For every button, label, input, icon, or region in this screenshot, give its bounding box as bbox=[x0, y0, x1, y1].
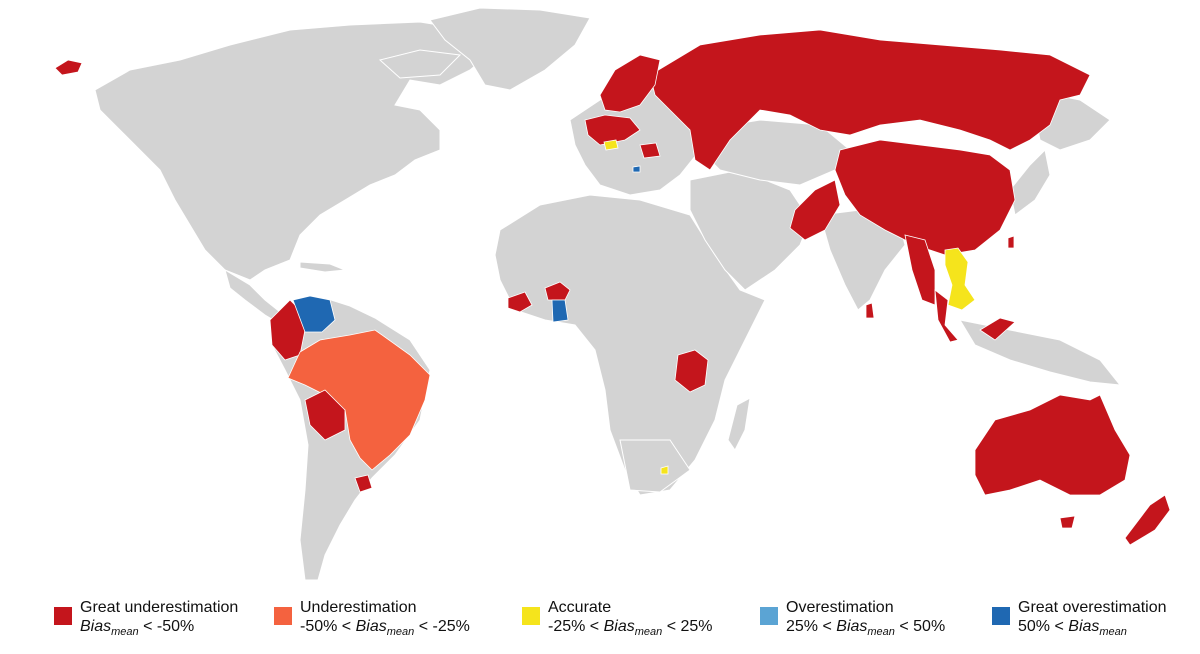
country-new-zealand bbox=[1124, 494, 1171, 546]
legend-item-accurate: Accurate -25% < Biasmean < 25% bbox=[522, 598, 713, 642]
southern-africa-landmass bbox=[619, 439, 691, 493]
legend-condition: Biasmean < -50% bbox=[80, 618, 195, 639]
greenland-landmass bbox=[429, 7, 591, 91]
country-thailand-malaysia bbox=[934, 289, 959, 343]
country-guinea bbox=[507, 291, 533, 313]
country-romania bbox=[639, 142, 661, 159]
legend-item-great-underestimation: Great underestimation Biasmean < -50% bbox=[54, 598, 238, 642]
legend-label: Overestimation bbox=[786, 599, 894, 616]
legend: Great underestimation Biasmean < -50% Un… bbox=[0, 598, 1200, 648]
country-lesotho bbox=[660, 465, 669, 475]
country-north-macedonia bbox=[632, 165, 641, 173]
country-pakistan bbox=[789, 179, 841, 241]
legend-condition: 25% < Biasmean < 50% bbox=[786, 618, 946, 639]
world-map bbox=[54, 7, 1171, 581]
country-iceland bbox=[54, 59, 83, 76]
legend-condition: -25% < Biasmean < 25% bbox=[548, 618, 713, 639]
country-borneo-malaysia bbox=[979, 317, 1016, 341]
legend-condition: 50% < Biasmean bbox=[1018, 618, 1127, 639]
country-sri-lanka bbox=[865, 302, 875, 319]
country-ghana bbox=[551, 299, 569, 323]
country-australia bbox=[974, 394, 1131, 496]
country-germany-poland bbox=[584, 114, 641, 146]
country-tasmania bbox=[1059, 515, 1076, 529]
country-brazil bbox=[287, 329, 431, 471]
country-burkina-faso bbox=[544, 281, 571, 301]
country-tanzania bbox=[674, 349, 709, 393]
country-china bbox=[834, 139, 1016, 256]
legend-swatch bbox=[760, 607, 778, 625]
legend-label: Great underestimation bbox=[80, 599, 239, 616]
legend-item-great-overestimation: Great overestimation 50% < Biasmean bbox=[992, 598, 1167, 642]
country-uruguay bbox=[354, 474, 373, 493]
legend-label: Accurate bbox=[548, 599, 612, 616]
japan-korea-landmass bbox=[1009, 148, 1051, 216]
legend-label: Great overestimation bbox=[1018, 599, 1167, 616]
middle-east-landmass bbox=[689, 169, 811, 291]
legend-swatch bbox=[54, 607, 72, 625]
caribbean-islands bbox=[299, 261, 346, 273]
legend-swatch bbox=[522, 607, 540, 625]
country-taiwan bbox=[1007, 235, 1015, 249]
country-colombia bbox=[269, 299, 306, 361]
southeast-asia-islands bbox=[958, 319, 1122, 386]
arctic-islands bbox=[378, 49, 462, 79]
legend-label: Underestimation bbox=[300, 599, 417, 616]
country-norway-sweden-finland bbox=[599, 54, 661, 113]
legend-swatch bbox=[274, 607, 292, 625]
legend-condition: -50% < Biasmean < -25% bbox=[300, 618, 470, 639]
country-hungary bbox=[603, 139, 619, 151]
colored-countries bbox=[54, 29, 1171, 546]
country-venezuela bbox=[292, 295, 336, 333]
country-vietnam-laos-cambodia bbox=[944, 247, 976, 311]
legend-swatch bbox=[992, 607, 1010, 625]
madagascar-landmass bbox=[727, 397, 751, 451]
no-data-land bbox=[94, 7, 1122, 581]
legend-item-underestimation: Underestimation -50% < Biasmean < -25% bbox=[274, 598, 470, 642]
legend-item-overestimation: Overestimation 25% < Biasmean < 50% bbox=[760, 598, 945, 642]
country-bolivia bbox=[304, 389, 346, 441]
country-myanmar bbox=[904, 234, 936, 306]
north-america-landmass bbox=[94, 21, 501, 281]
country-russia bbox=[649, 29, 1091, 171]
